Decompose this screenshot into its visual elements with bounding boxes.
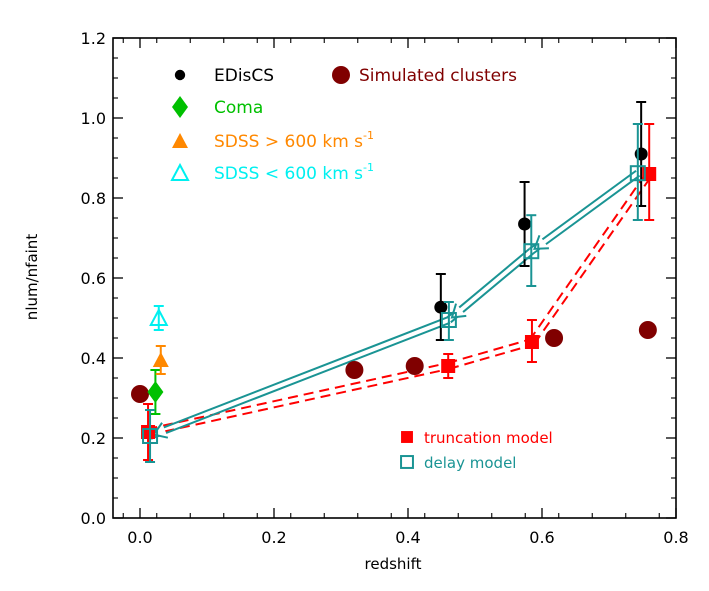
circle-marker bbox=[518, 217, 532, 231]
x-axis-label: redshift bbox=[365, 555, 422, 573]
x-tick-label: 0.6 bbox=[529, 528, 554, 547]
legend-label: EDisCS bbox=[214, 66, 274, 86]
model-segment bbox=[448, 343, 534, 370]
y-axis-label: nlum/nfaint bbox=[23, 234, 41, 321]
model-segment bbox=[148, 367, 450, 436]
legend-label: truncation model bbox=[424, 429, 553, 447]
open-square-marker bbox=[440, 312, 457, 328]
circle-marker bbox=[174, 69, 186, 81]
legend: EDisCS Coma SDSS > 600 km s-1 SDSS < 600 km… bbox=[170, 66, 553, 472]
model-lines bbox=[147, 169, 653, 440]
triangle-marker bbox=[172, 133, 188, 148]
circle-marker bbox=[545, 329, 564, 347]
model-segment bbox=[528, 169, 637, 250]
square-marker bbox=[524, 335, 539, 349]
square-marker bbox=[401, 431, 413, 443]
x-tick-label: 0.4 bbox=[395, 528, 420, 547]
circle-marker bbox=[131, 385, 149, 403]
open-square-marker bbox=[142, 428, 159, 444]
model-segment bbox=[147, 362, 448, 431]
legend-label: SDSS < 600 km s-1 bbox=[214, 161, 374, 184]
y-tick-label: 1.2 bbox=[81, 29, 106, 48]
y-tick-label: 0.0 bbox=[81, 509, 106, 528]
model-segment bbox=[533, 175, 653, 345]
diamond-marker bbox=[147, 381, 164, 403]
open-square-marker bbox=[629, 165, 646, 182]
legend-superscript: -1 bbox=[363, 161, 374, 174]
circle-marker bbox=[638, 321, 657, 339]
model-segment bbox=[528, 171, 648, 341]
circle-marker bbox=[434, 300, 448, 314]
y-tick-label: 0.4 bbox=[81, 349, 106, 368]
legend-label: Simulated clusters bbox=[359, 66, 517, 86]
model-segment bbox=[532, 174, 641, 255]
model-segment bbox=[148, 316, 449, 435]
circle-marker bbox=[634, 147, 648, 161]
model-segment bbox=[450, 252, 534, 324]
open-square-marker bbox=[523, 243, 540, 260]
y-tick-label: 0.2 bbox=[81, 429, 106, 448]
square-marker bbox=[441, 359, 456, 373]
x-tick-label: 0.0 bbox=[127, 528, 152, 547]
diamond-marker bbox=[172, 96, 188, 118]
legend-label: Coma bbox=[214, 98, 263, 118]
open-square-marker bbox=[400, 455, 414, 469]
circle-marker bbox=[405, 357, 424, 375]
legend-label: SDSS > 600 km s-1 bbox=[214, 129, 374, 152]
model-segment bbox=[150, 321, 451, 440]
y-tick-label: 1.0 bbox=[81, 109, 106, 128]
model-segment bbox=[446, 248, 530, 319]
y-tick-label: 0.8 bbox=[81, 189, 106, 208]
x-tick-label: 0.8 bbox=[663, 528, 688, 547]
model-segment bbox=[447, 338, 532, 365]
y-tick-label: 0.6 bbox=[81, 269, 106, 288]
plot-axes: 0.0 0.2 0.4 0.6 0.8 0.0 0.2 0.4 0.6 0.8 1.0 1.2 bbox=[81, 29, 689, 547]
circle-marker bbox=[332, 66, 350, 84]
circle-marker bbox=[345, 361, 364, 379]
legend-superscript: -1 bbox=[363, 129, 374, 142]
x-tick-label: 0.2 bbox=[261, 528, 286, 547]
open-triangle-marker bbox=[170, 162, 190, 181]
data-points bbox=[131, 101, 657, 463]
triangle-marker bbox=[152, 352, 169, 367]
plot-frame bbox=[112, 37, 677, 519]
legend-label: delay model bbox=[424, 454, 516, 472]
open-triangle-marker bbox=[149, 307, 169, 326]
